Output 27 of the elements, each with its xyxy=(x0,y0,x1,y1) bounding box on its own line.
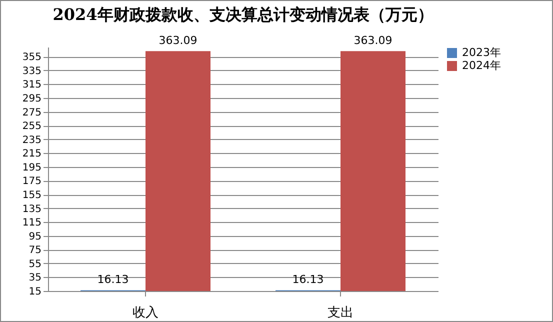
data-label: 363.09 xyxy=(158,34,198,48)
chart-title: 2024年财政拨款收、支决算总计变动情况表（万元） xyxy=(52,5,434,24)
y-tick-label: 15 xyxy=(28,286,42,298)
y-tick-label: 135 xyxy=(22,204,42,215)
y-tick-label: 35 xyxy=(28,272,42,284)
data-label: 363.09 xyxy=(354,34,392,48)
y-tick-label: 175 xyxy=(22,176,42,188)
data-label: 16.13 xyxy=(97,273,129,286)
y-tick-label: 115 xyxy=(22,218,42,229)
x-tick-label: 收入 xyxy=(132,306,158,320)
y-tick-label: 215 xyxy=(22,148,42,160)
y-tick-label: 55 xyxy=(28,258,42,270)
legend-label: 2024年 xyxy=(462,59,501,72)
y-tick-label: 235 xyxy=(22,134,42,146)
y-tick-label: 355 xyxy=(22,52,42,64)
y-tick-label: 315 xyxy=(22,80,42,91)
y-tick-label: 195 xyxy=(22,162,42,174)
y-tick-label: 335 xyxy=(22,66,42,77)
y-tick-label: 75 xyxy=(28,245,42,256)
data-label: 16.13 xyxy=(292,273,324,286)
y-tick-label: 295 xyxy=(22,94,42,105)
y-tick-label: 155 xyxy=(22,190,42,202)
y-tick-label: 95 xyxy=(28,231,42,242)
x-tick-label: 支出 xyxy=(328,306,354,320)
legend-label: 2023年 xyxy=(462,46,501,59)
y-tick-label: 275 xyxy=(22,107,42,118)
y-tick-label: 255 xyxy=(22,121,42,132)
